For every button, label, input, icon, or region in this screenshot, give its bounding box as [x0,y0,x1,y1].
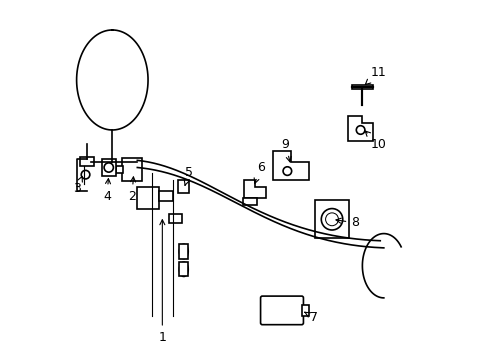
Text: 10: 10 [365,131,386,151]
Text: 5: 5 [184,166,193,185]
Bar [159,191,173,202]
Polygon shape [347,116,372,141]
Text: 2: 2 [128,177,136,203]
Circle shape [321,208,342,230]
Circle shape [104,163,113,172]
FancyBboxPatch shape [122,158,142,181]
Bar [351,85,372,89]
Bar [179,244,188,258]
Bar [80,157,94,166]
Bar [179,262,188,276]
Text: 6: 6 [254,161,264,183]
Text: 11: 11 [365,66,386,85]
Text: 4: 4 [103,179,111,203]
Bar [178,180,189,193]
Bar [169,214,182,223]
Ellipse shape [179,262,188,276]
Circle shape [325,213,338,226]
Text: 8: 8 [335,216,359,229]
Bar [301,305,308,316]
Text: 3: 3 [73,176,82,195]
Text: 1: 1 [158,220,166,344]
Circle shape [283,167,291,175]
Polygon shape [272,152,308,180]
Text: 7: 7 [304,311,318,324]
Bar [102,158,116,176]
Text: 9: 9 [281,138,290,162]
Bar [242,198,257,205]
FancyBboxPatch shape [314,201,348,238]
Circle shape [81,170,90,179]
Bar [116,166,123,173]
Circle shape [356,126,364,134]
Bar [137,187,159,208]
Ellipse shape [179,244,188,258]
FancyBboxPatch shape [260,296,303,325]
Polygon shape [244,180,265,198]
